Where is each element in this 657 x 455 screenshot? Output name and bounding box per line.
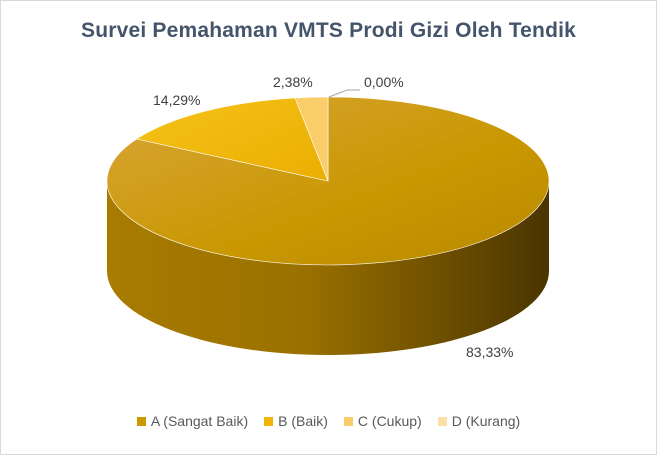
legend-swatch-d <box>437 416 447 426</box>
slice-c <box>294 96 329 182</box>
slice-a-side <box>107 181 549 355</box>
legend-label-a: A (Sangat Baik) <box>150 413 249 429</box>
legend: A (Sangat Baik) B (Baik) C (Cukup) D (Ku… <box>0 413 657 429</box>
chart-title: Survei Pemahaman VMTS Prodi Gizi Oleh Te… <box>80 19 577 42</box>
legend-swatch-b <box>264 416 274 426</box>
legend-label-c: C (Cukup) <box>357 413 422 429</box>
data-label-c: 2,38% <box>273 74 313 90</box>
legend-label-d: D (Kurang) <box>451 413 521 429</box>
legend-item-b: B (Baik) <box>264 413 328 429</box>
legend-item-a: A (Sangat Baik) <box>136 413 249 429</box>
legend-swatch-c <box>343 416 353 426</box>
leader-line-d <box>328 89 360 98</box>
data-label-a: 83,33% <box>466 344 514 360</box>
legend-item-c: C (Cukup) <box>343 413 422 429</box>
legend-item-d: D (Kurang) <box>437 413 521 429</box>
data-label-d: 0,00% <box>364 74 404 90</box>
legend-swatch-a <box>136 416 146 426</box>
data-label-b: 14,29% <box>153 92 201 108</box>
slice-b <box>135 97 329 182</box>
legend-label-b: B (Baik) <box>278 413 328 429</box>
